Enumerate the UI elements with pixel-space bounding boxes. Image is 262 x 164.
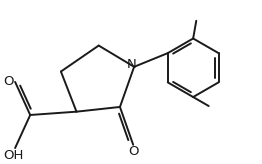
Text: O: O [3, 75, 14, 88]
Text: OH: OH [3, 149, 24, 162]
Text: N: N [126, 58, 136, 71]
Text: O: O [128, 145, 139, 158]
